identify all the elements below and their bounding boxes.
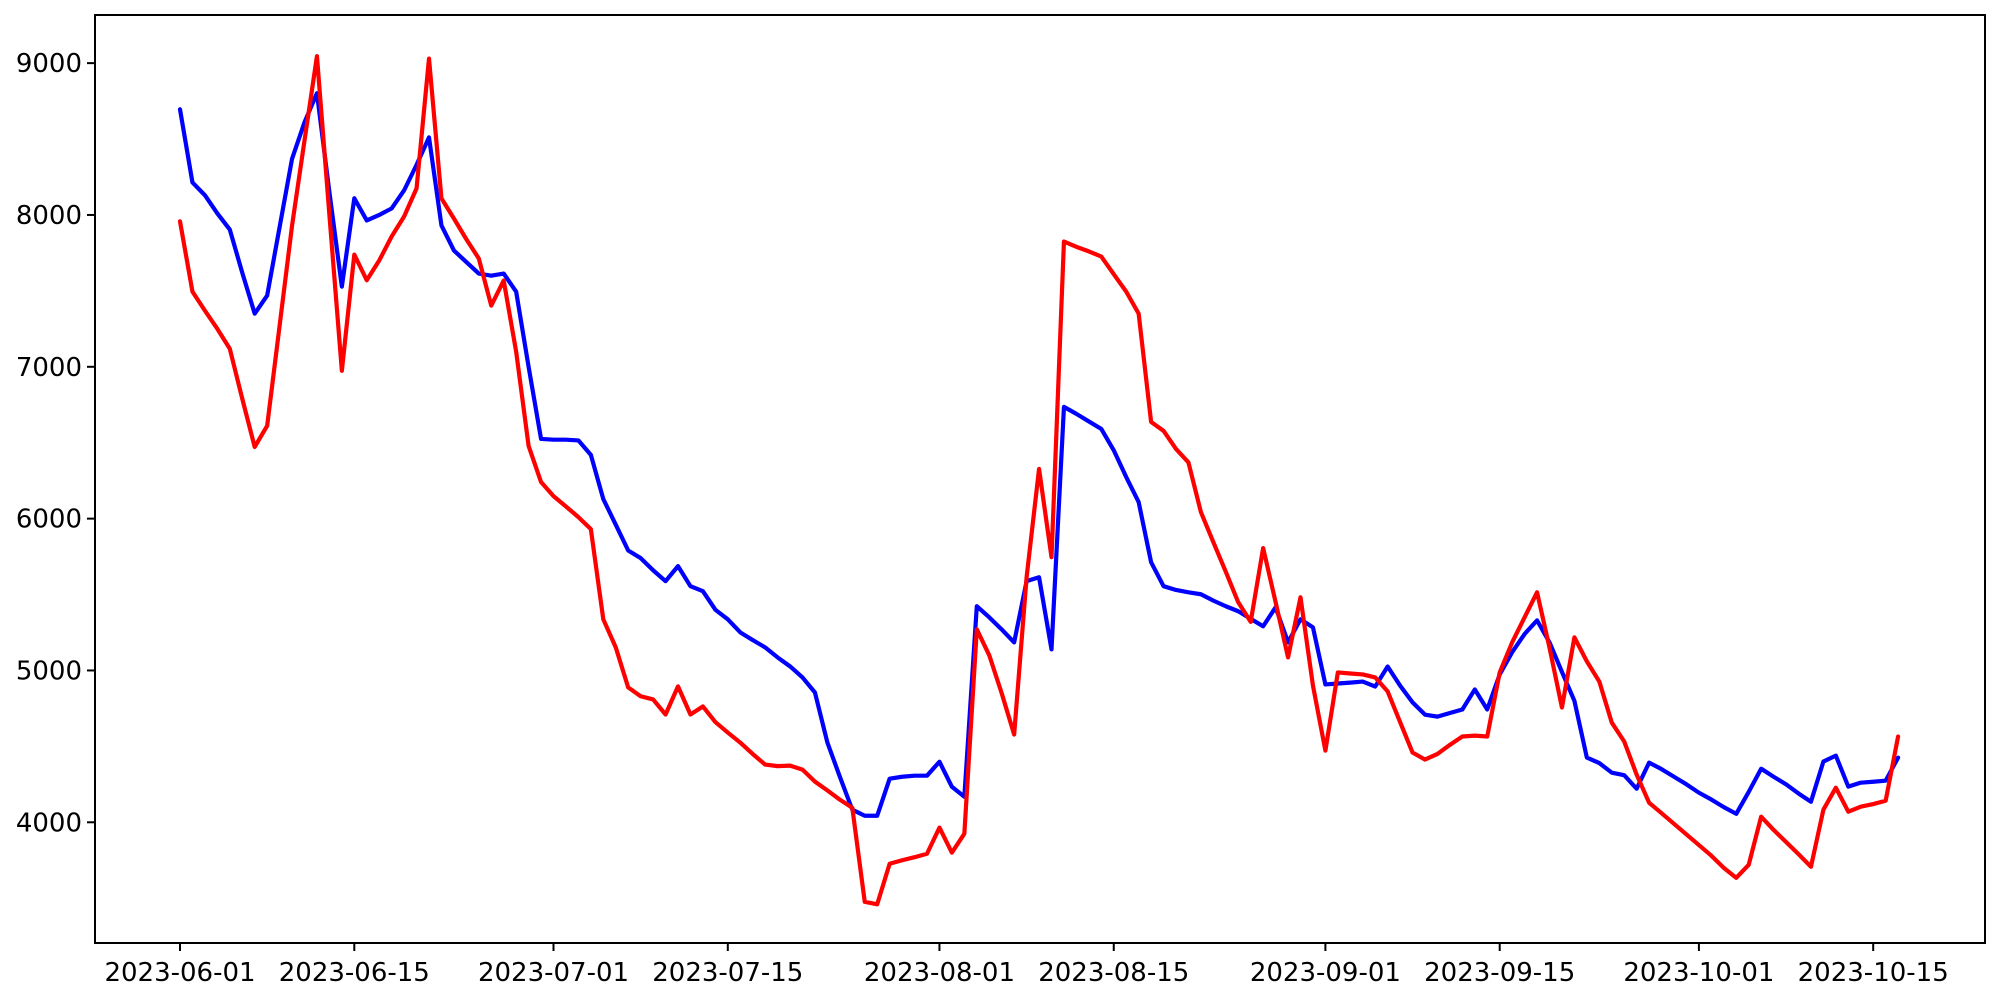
x-axis-tick-label: 2023-08-15 [1038,958,1189,988]
y-axis-tick-label: 4000 [16,808,82,838]
x-axis-tick-label: 2023-07-01 [478,958,629,988]
axis-ticks [87,62,1875,951]
x-axis-tick-label: 2023-09-01 [1250,958,1401,988]
x-axis-tick-label: 2023-08-01 [864,958,1015,988]
y-axis-tick-label: 7000 [16,353,82,383]
x-axis-tick-label: 2023-10-15 [1798,958,1949,988]
x-axis-tick-label: 2023-07-15 [652,958,803,988]
x-axis-tick-label: 2023-06-01 [104,958,255,988]
data-series-lines [177,54,1901,907]
y-axis-tick-label: 5000 [16,656,82,686]
series2_red-line [177,54,1901,907]
y-axis-tick-label: 9000 [16,49,82,79]
x-axis-tick-label: 2023-10-01 [1623,958,1774,988]
axis-tick-labels: 2023-06-01 2023-06-15 2023-07-01 2023-07-15… [16,49,1949,988]
x-axis-tick-label: 2023-06-15 [279,958,430,988]
series1_blue-line [177,91,1901,818]
y-axis-tick-label: 6000 [16,505,82,535]
x-axis-tick-label: 2023-09-15 [1424,958,1575,988]
y-axis-tick-label: 8000 [16,201,82,231]
plot-border-spines [94,14,1986,944]
